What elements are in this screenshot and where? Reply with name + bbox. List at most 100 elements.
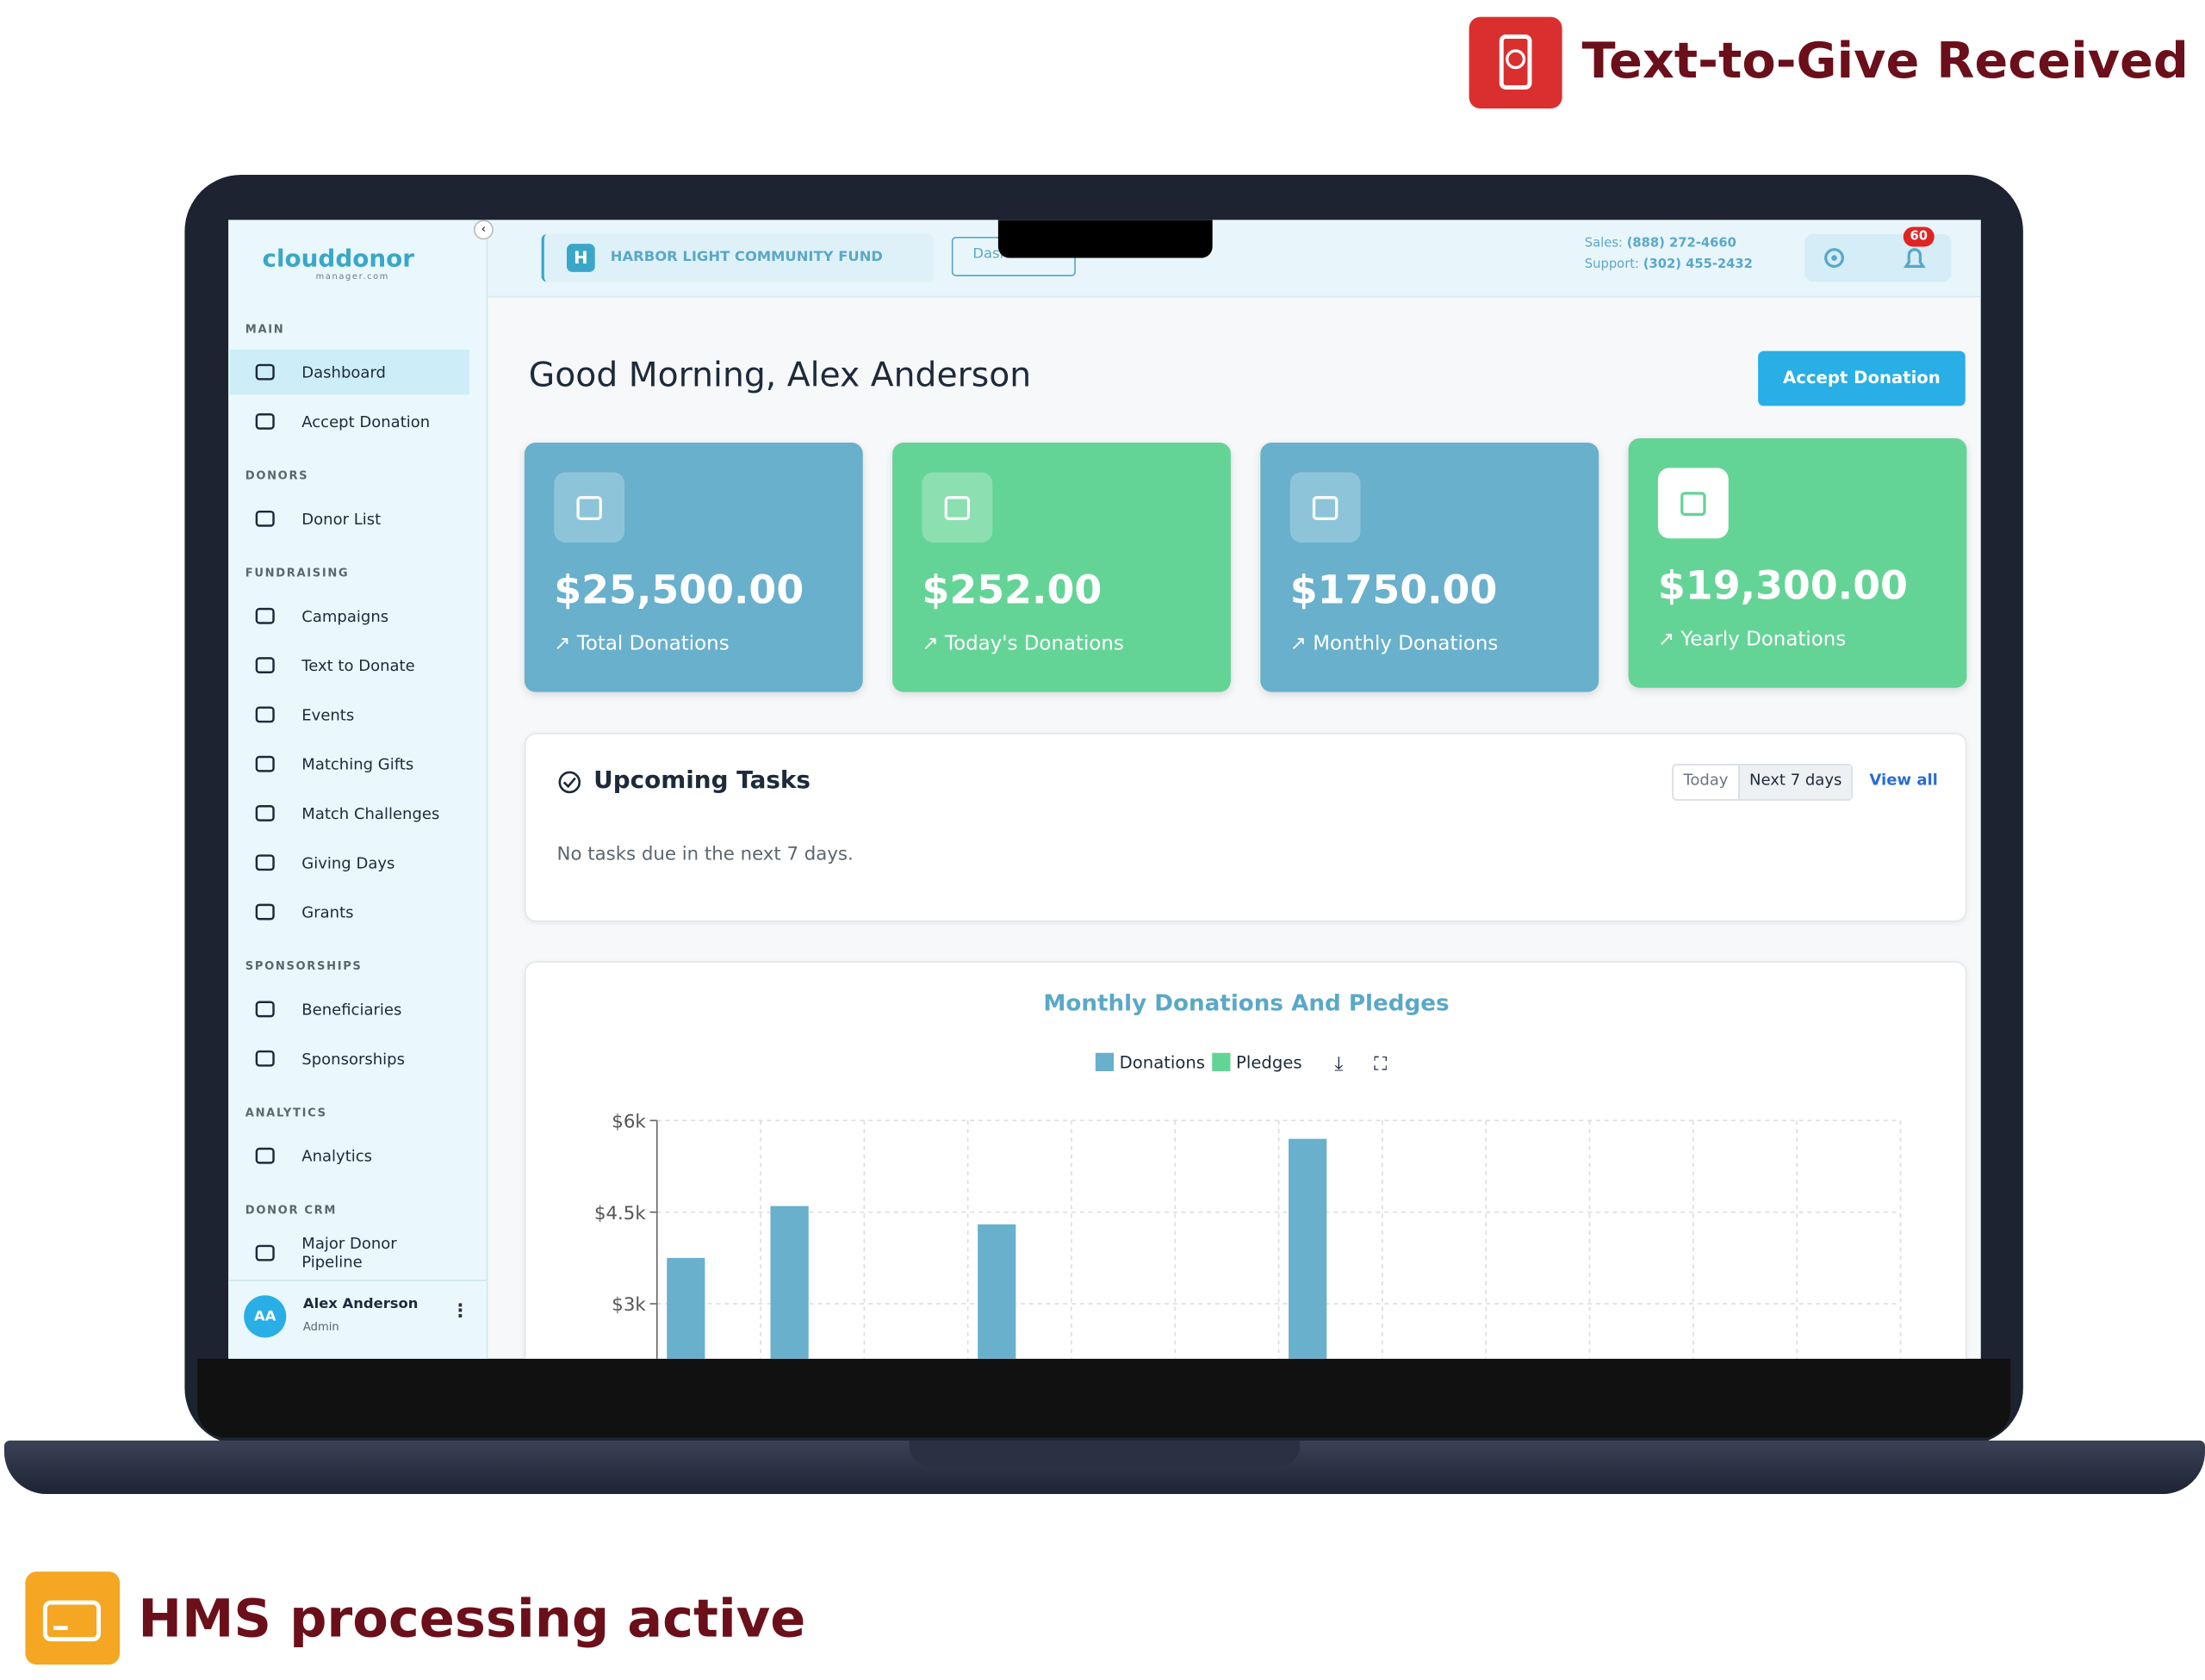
stat-label: ↗ Today's Donations (922, 633, 1123, 655)
nav-label: Grants (301, 902, 354, 921)
org-name: HARBOR LIGHT COMMUNITY FUND (610, 249, 883, 265)
nav-item[interactable]: Grants (230, 890, 469, 934)
nav-icon (255, 607, 275, 624)
nav-label: Beneficiaries (301, 1000, 402, 1019)
nav-item[interactable]: Matching Gifts (230, 741, 469, 786)
chart-panel: Monthly Donations And Pledges Donations Pl… (524, 961, 1967, 1359)
filter[interactable]: Next 7 days (1737, 765, 1852, 800)
bar (667, 1257, 705, 1359)
nav-item[interactable]: Sponsorships (230, 1036, 469, 1081)
nav-icon (255, 413, 275, 430)
actions: 60 (1804, 226, 1952, 282)
label: Sales: (1584, 236, 1623, 251)
nav-label: Donor List (301, 509, 382, 528)
nav-icon (255, 363, 275, 381)
phone: (302) 455-2432 (1643, 257, 1753, 272)
nav-icon (255, 1147, 275, 1164)
section-title: MAIN (245, 322, 285, 336)
icon-shape (944, 496, 971, 520)
nav-icon (255, 1244, 275, 1262)
stat-label: ↗ Yearly Donations (1658, 629, 1846, 651)
org-initial: H (567, 244, 595, 272)
nav-item[interactable]: Match Challenges (230, 790, 469, 835)
badge-title: HMS processing active (138, 1588, 806, 1650)
sidebar: clouddonor manager.com MAIN Dashboard Acce… (228, 220, 488, 1359)
label: Monthly Donations (1313, 632, 1499, 656)
contact: Sales: (888) 272-4660 (1585, 237, 1736, 251)
trend: ↗ (922, 632, 945, 656)
card-icon (25, 1572, 121, 1665)
icon-shape (255, 755, 275, 772)
bezel (197, 1358, 2011, 1438)
bar (1289, 1138, 1327, 1359)
nav-icon (255, 755, 275, 772)
icon-shape (255, 805, 275, 821)
nav-item[interactable]: Analytics (230, 1133, 469, 1178)
stat-card: $1750.00 ↗ Monthly Donations (1260, 442, 1599, 692)
user-role: Admin (302, 1320, 339, 1334)
stat-label: ↗ Total Donations (554, 633, 729, 655)
filter[interactable]: Today (1683, 771, 1729, 790)
stat-label: ↗ Monthly Donations (1290, 633, 1499, 655)
nav-label: Match Challenges (301, 803, 440, 823)
accept-button[interactable]: Accept Donation (1758, 350, 1966, 406)
stat-value: $25,500.00 (554, 567, 804, 614)
nav-item[interactable]: Major Donor Pipeline (230, 1231, 469, 1275)
nav-item[interactable]: Dashboard (229, 349, 470, 395)
nav-item[interactable]: Events (230, 692, 469, 737)
user-menu[interactable]: ⋮ (450, 1300, 470, 1323)
nav-icon (255, 1001, 275, 1018)
icon (944, 496, 971, 520)
tasks-empty: No tasks due in the next 7 days. (556, 844, 854, 866)
icon-shape (1680, 492, 1706, 517)
nav-label: Major Donor Pipeline (301, 1234, 397, 1272)
icon-shape (255, 903, 275, 921)
legend-swatch (1212, 1052, 1231, 1071)
card-icon (1289, 472, 1361, 543)
view-all[interactable]: View all (1869, 771, 1938, 790)
logo: clouddonor (262, 245, 415, 274)
nav-item[interactable]: Giving Days (230, 840, 469, 885)
download[interactable]: ⤓ (1334, 1052, 1343, 1075)
icon-shape (255, 510, 275, 527)
card-icon (922, 472, 993, 543)
settings[interactable] (1822, 245, 1847, 270)
y-tick-label: $6k (612, 1111, 646, 1132)
section-title: DONOR CRM (245, 1203, 337, 1217)
base-notch (909, 1440, 1301, 1466)
icon (1312, 496, 1339, 520)
nav-item[interactable]: Beneficiaries (230, 987, 469, 1032)
y-tick-label: $3k (612, 1294, 646, 1316)
bell[interactable] (1900, 245, 1929, 274)
stat-card: $25,500.00 ↗ Total Donations (524, 442, 863, 692)
section-title: SPONSORSHIPS (245, 959, 363, 973)
label: Today's Donations (944, 632, 1124, 656)
icon-shape (255, 706, 275, 723)
greeting: Good Morning, Alex Anderson (528, 355, 1032, 395)
chart-title: Monthly Donations And Pledges (1043, 991, 1449, 1017)
nav-item[interactable]: Text to Donate (230, 642, 469, 687)
bar (978, 1224, 1016, 1359)
nav-label: Campaigns (301, 606, 389, 625)
phone: (888) 272-4660 (1626, 236, 1736, 251)
user-box: AA Alex Anderson Admin ⋮ (228, 1280, 487, 1359)
fullscreen[interactable]: ⛶ (1373, 1053, 1388, 1075)
nav-item[interactable]: Donor List (230, 496, 469, 541)
nav-icon (255, 854, 275, 871)
icon-shape (255, 607, 275, 624)
collapse[interactable]: ‹ (473, 220, 494, 240)
stat-card: $19,300.00 ↗ Yearly Donations (1628, 438, 1967, 688)
section-title: DONORS (245, 469, 309, 482)
icon-shape (255, 1050, 275, 1067)
nav-label: Matching Gifts (301, 754, 414, 773)
logo-sub: manager.com (315, 271, 389, 282)
nav-icon (255, 657, 275, 673)
notification-count: 60 (1903, 226, 1935, 247)
nav-item[interactable]: Accept Donation (230, 399, 469, 443)
nav-item[interactable]: Campaigns (230, 593, 469, 638)
org-pill[interactable]: H HARBOR LIGHT COMMUNITY FUND (541, 233, 934, 282)
card-icon (554, 472, 625, 543)
stat-value: $19,300.00 (1657, 562, 1908, 610)
